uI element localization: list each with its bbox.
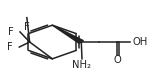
Text: F: F xyxy=(24,22,30,32)
Text: OH: OH xyxy=(133,37,148,47)
Text: F: F xyxy=(8,27,14,37)
Polygon shape xyxy=(52,25,83,43)
Text: NH₂: NH₂ xyxy=(72,60,91,70)
Text: O: O xyxy=(114,55,122,66)
Text: F: F xyxy=(7,42,13,52)
